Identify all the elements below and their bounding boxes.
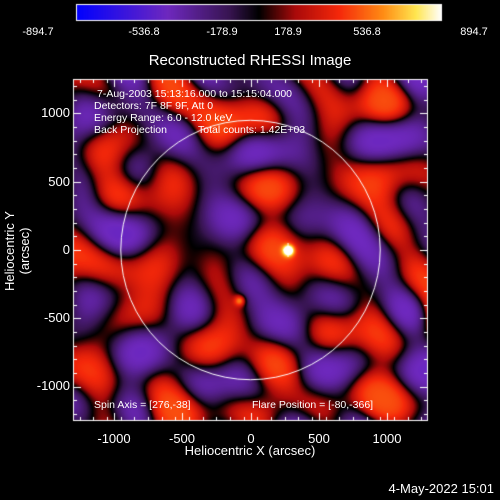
- x-tick-label: 0: [247, 431, 255, 446]
- y-axis-label: Heliocentric Y (arcsec): [2, 211, 32, 291]
- spin-axis-label: Spin Axis = [276,-38]: [94, 399, 191, 411]
- plot-title: Reconstructed RHESSI Image: [148, 52, 352, 69]
- x-tick-label: 500: [308, 431, 330, 446]
- colorbar-tick: 178.9: [274, 26, 302, 38]
- energy-range-label: Energy Range: 6.0 - 12.0 keV: [94, 112, 233, 124]
- colorbar-tick: 894.7: [460, 26, 488, 38]
- y-tick-label: -500: [43, 310, 70, 325]
- x-axis-label: Heliocentric X (arcsec): [184, 443, 316, 458]
- x-tick-label: 1000: [372, 431, 402, 446]
- method-label: Back Projection: [94, 124, 167, 136]
- y-tick-label: 0: [62, 242, 70, 257]
- x-tick-label: -1000: [97, 431, 131, 446]
- y-tick-label: 500: [48, 174, 70, 189]
- colorbar-tick: -178.9: [206, 26, 238, 38]
- flare-position-label: Flare Position = [-80,-366]: [252, 399, 374, 411]
- y-tick-label: -1000: [36, 378, 70, 393]
- x-tick-label: -500: [168, 431, 196, 446]
- time-range-label: 7-Aug-2003 15:13:16.000 to 15:15:04.000: [97, 88, 292, 100]
- total-counts-label: Total counts: 1.42E+03: [198, 124, 306, 136]
- y-tick-label: 1000: [41, 105, 70, 120]
- colorbar-tick: -894.7: [22, 26, 54, 38]
- colorbar-tick: 536.8: [353, 26, 381, 38]
- colorbar-tick: -536.8: [128, 26, 160, 38]
- generation-date: 4-May-2022 15:01: [388, 481, 494, 496]
- detectors-label: Detectors: 7F 8F 9F, Att 0: [94, 100, 214, 112]
